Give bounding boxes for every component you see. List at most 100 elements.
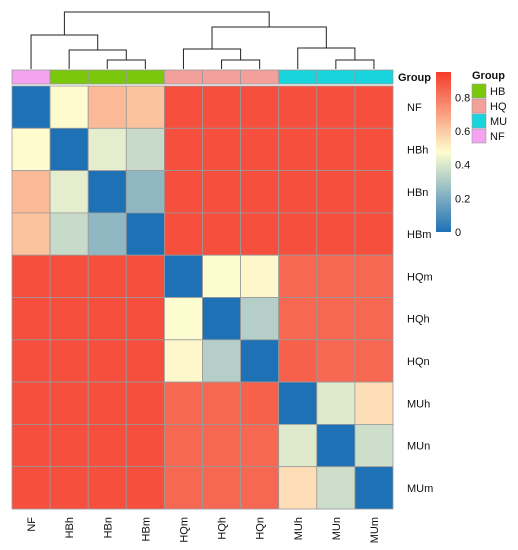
heatmap-cell-HQm-HQn [240,254,280,298]
colorbar: 0 0.2 0.4 0.6 0.8 [436,72,470,239]
heatmap-cell-MUh-HBh [49,381,89,425]
heatmap-cell-HBh-HBn [87,127,127,172]
heatmap-cell-HQm-HQh [202,254,241,298]
heatmap-cell-HQm-NF [11,254,51,298]
dendrogram-link [297,47,356,69]
heatmap-cell-HQh-HBh [49,297,89,341]
heatmap-cell-HQh-HQn [240,297,280,341]
colorbar-tick-label: 0.4 [455,160,470,172]
heatmap-cell-MUh-MUm [354,381,394,425]
group-annotation-cell [125,69,165,85]
heatmap-cell-HQm-MUh [278,254,318,298]
heatmap-cell-MUn-HQm [163,423,203,468]
heatmap-cell-MUn-HBn [87,423,127,468]
heatmap-cell-HBn-HQh [202,170,241,214]
heatmap-cell-HQh-HQm [163,297,203,341]
row-label: MUh [407,398,430,410]
row-labels: NF HBh HBn HBm HQm HQh HQn MUh MUn MUm [407,102,433,495]
group-legend-swatch [471,98,487,114]
heatmap-cell-MUn-HBh [49,423,89,468]
heatmap-cell-HQn-MUh [278,339,318,383]
group-annotation-label: Group [398,72,431,84]
row-label: NF [407,102,422,114]
heatmap-cell-MUn-HQn [240,423,280,468]
column-label: HQm [178,517,190,543]
heatmap-cell-HBn-NF [11,170,51,214]
heatmap-cell-MUn-MUn [316,423,356,468]
heatmap-cell-HQm-HBn [87,254,127,298]
group-legend-swatch [471,113,487,129]
row-label: HBh [407,144,428,156]
heatmap-cells [11,85,394,510]
heatmap-cell-HBm-HQm [163,212,203,256]
group-annotation-cell [87,69,127,85]
heatmap-cell-HQm-HQm [163,254,203,298]
heatmap-cell-MUh-MUn [316,381,356,425]
heatmap-cell-HBh-HBh [49,127,89,172]
heatmap-cell-MUh-HQm [163,381,203,425]
heatmap-cell-MUm-MUn [316,466,356,510]
heatmap-cell-MUm-NF [11,466,51,510]
heatmap-cell-NF-HBh [49,85,89,129]
heatmap-cell-NF-HBm [125,85,165,129]
column-label: MUm [369,517,381,543]
group-legend: Group HB HQ MU NF [471,70,507,144]
heatmap-cell-MUh-MUh [278,381,318,425]
heatmap-cell-HQm-HBh [49,254,89,298]
heatmap-cell-MUm-HQm [163,466,203,510]
heatmap-cell-HBm-HBm [125,212,165,256]
colorbar-tick-label: 0.2 [455,193,470,205]
heatmap-cell-MUn-NF [11,423,51,468]
heatmap-cell-HQn-HQh [202,339,241,383]
group-annotation-cell [163,69,203,85]
colorbar-tick-label: 0.6 [455,126,470,138]
heatmap-cell-MUm-HBm [125,466,165,510]
dendrogram-link [221,59,261,69]
dendrogram-link [182,48,242,69]
group-annotation-cell [240,69,280,85]
row-label: HBn [407,187,428,199]
heatmap-cell-HBm-HQh [202,212,241,256]
heatmap-cell-NF-HBn [87,85,127,129]
heatmap-cell-HQh-HQh [202,297,241,341]
heatmap-cell-MUn-MUm [354,423,394,468]
heatmap-cell-HQm-HBm [125,254,165,298]
heatmap-cell-MUn-MUh [278,423,318,468]
column-label: HQh [217,517,229,540]
heatmap-cell-HBh-HQh [202,127,241,172]
heatmap-cell-MUm-MUm [354,466,394,510]
heatmap-cell-NF-MUh [278,85,318,129]
heatmap-cell-NF-MUm [354,85,394,129]
heatmap-cell-MUn-HBm [125,423,165,468]
row-label: MUn [407,441,430,453]
heatmap-cell-HBn-HQn [240,170,280,214]
heatmap-cell-NF-HQh [202,85,241,129]
row-label: MUm [407,483,433,495]
heatmap-cell-HQn-HBn [87,339,127,383]
group-annotation-bar [11,69,394,85]
heatmap-cell-MUh-NF [11,381,51,425]
heatmap-cell-HBh-HQn [240,127,280,172]
heatmap-cell-HQn-MUn [316,339,356,383]
heatmap-cell-HBh-MUh [278,127,318,172]
heatmap-cell-HQn-HBh [49,339,89,383]
heatmap-cell-HQh-HBm [125,297,165,341]
dendrogram-link [106,59,146,69]
row-label: HQm [407,271,433,283]
column-label: HBh [64,517,76,538]
row-label: HQn [407,356,430,368]
column-label: NF [26,517,38,532]
column-label: MUn [331,517,343,540]
group-annotation-cell [49,69,89,85]
dendrogram-link [211,26,327,49]
heatmap-cell-MUh-HBn [87,381,127,425]
heatmap-cell-HBh-MUn [316,127,356,172]
group-legend-swatch [471,83,487,99]
group-legend-label: NF [490,131,505,143]
heatmap-cell-MUh-HQn [240,381,280,425]
heatmap-cell-HQh-MUm [354,297,394,341]
group-annotation-cell [11,69,51,85]
group-annotation-cell [316,69,356,85]
column-label: MUh [293,517,305,540]
